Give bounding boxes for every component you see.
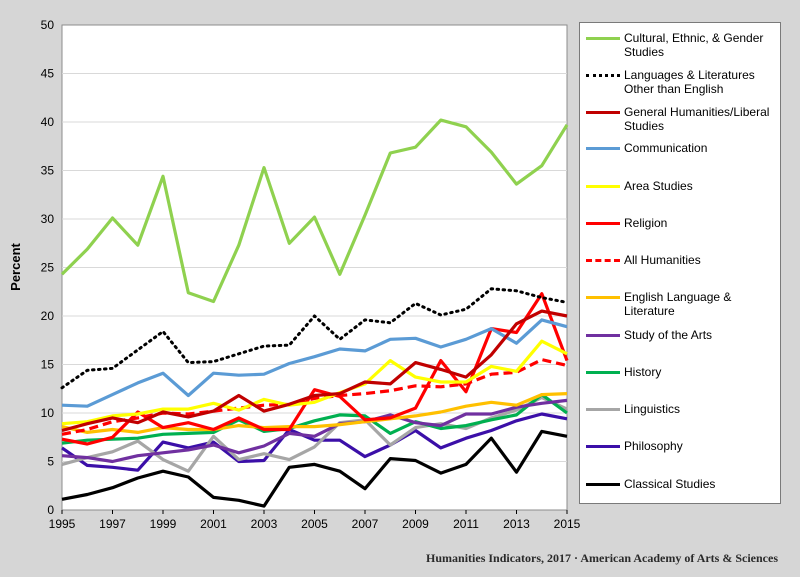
legend-label: General Humanities/Liberal Studies	[624, 105, 770, 133]
x-axis-ticks: 1995 1997 1999 2001 2003 2005 2007 2009 2011 2013…	[49, 510, 581, 531]
x-tick-label: 1997	[99, 517, 126, 531]
series-line-philosophy	[61, 412, 568, 472]
y-tick-label: 15	[41, 358, 55, 372]
x-tick-label: 2009	[402, 517, 429, 531]
x-tick-label: 1995	[49, 517, 76, 531]
series-line-history	[61, 393, 568, 445]
series-line-religion	[61, 292, 569, 446]
legend-swatch	[586, 222, 620, 225]
legend-swatch	[586, 371, 620, 374]
x-tick-label: 2001	[200, 517, 227, 531]
x-tick-label: 2005	[301, 517, 328, 531]
legend: Cultural, Ethnic, & Gender Studies Langua…	[579, 22, 781, 504]
legend-swatch	[586, 111, 620, 114]
legend-swatch	[586, 408, 620, 411]
y-tick-label: 45	[41, 67, 55, 81]
y-axis-label: Percent	[8, 242, 23, 290]
y-tick-label: 40	[41, 115, 55, 129]
y-tick-label: 35	[41, 164, 55, 178]
legend-swatch	[586, 259, 620, 262]
x-tick-label: 1999	[150, 517, 177, 531]
y-axis-ticks: 0 5 10 15 20 25 30 35 40 45 50	[41, 18, 55, 517]
legend-swatch	[586, 37, 620, 40]
series-line-study-of-the-arts	[61, 398, 568, 464]
legend-label: Communication	[624, 141, 708, 155]
legend-swatch	[586, 445, 620, 448]
y-tick-label: 25	[41, 261, 55, 275]
legend-swatch	[586, 185, 620, 188]
legend-label: Classical Studies	[624, 477, 716, 491]
legend-label: Philosophy	[624, 439, 683, 453]
y-tick-label: 20	[41, 309, 55, 323]
series-line-communication	[61, 318, 568, 408]
legend-swatch	[586, 334, 620, 337]
legend-label: History	[624, 365, 662, 379]
legend-label: Religion	[624, 216, 668, 230]
source-credit: Humanities Indicators, 2017 · American A…	[426, 551, 778, 565]
series-line-english-language-literature	[61, 392, 568, 434]
legend-swatch	[586, 483, 620, 486]
y-tick-label: 50	[41, 18, 55, 32]
y-tick-label: 5	[47, 455, 54, 469]
x-tick-label: 2003	[251, 517, 278, 531]
x-tick-label: 2015	[554, 517, 581, 531]
legend-label: Study of the Arts	[624, 328, 713, 342]
legend-label: All Humanities	[624, 253, 701, 267]
series-line-area-studies	[61, 339, 568, 426]
x-tick-label: 2013	[503, 517, 530, 531]
series-line-general-humanities-liberal-studies	[61, 309, 568, 433]
legend-label: Languages & Literatures Other than Engli…	[624, 68, 755, 96]
legend-swatch	[586, 74, 620, 77]
legend-label: Linguistics	[624, 402, 681, 416]
legend-swatch	[586, 296, 620, 299]
x-tick-label: 2007	[352, 517, 379, 531]
legend-label: English Language & Literature	[624, 290, 732, 318]
legend-label: Area Studies	[624, 179, 693, 193]
series-line-cultural-ethnic-gender-studies	[60, 118, 569, 304]
y-tick-label: 30	[41, 212, 55, 226]
x-tick-label: 2011	[453, 517, 479, 531]
series-line-classical-studies	[61, 429, 568, 508]
legend-swatch	[586, 147, 620, 150]
legend-label: Cultural, Ethnic, & Gender Studies	[624, 31, 764, 59]
y-tick-label: 10	[41, 406, 55, 420]
series-line-languages-literatures-other-than-english	[60, 287, 569, 390]
y-tick-label: 0	[47, 503, 54, 517]
series-lines	[60, 118, 569, 508]
